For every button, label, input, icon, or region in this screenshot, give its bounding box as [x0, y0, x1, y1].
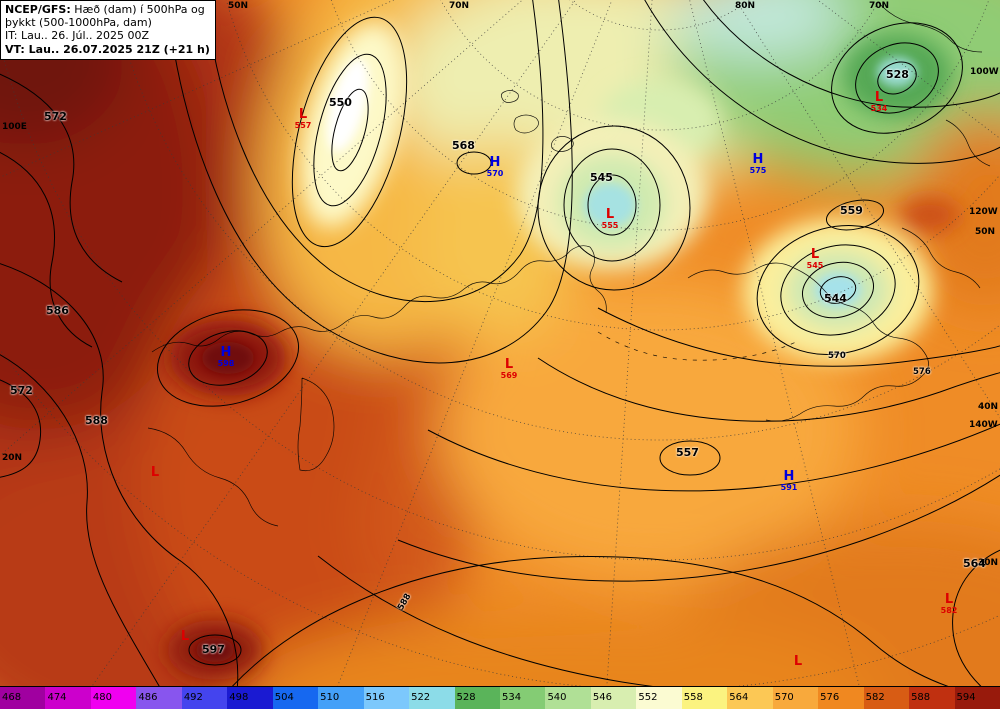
colorbar-cell: 486: [136, 687, 182, 709]
model-name: NCEP/GFS:: [5, 3, 71, 16]
colorbar-cell: 528: [454, 687, 500, 709]
colorbar-cell: 540: [545, 687, 591, 709]
legend-init-time: IT: Lau.. 26. Júl.. 2025 00Z: [5, 29, 150, 43]
map-graphic: [0, 0, 1000, 686]
colorbar-cell: 516: [363, 687, 410, 709]
colorbar-cell: 510: [318, 687, 364, 709]
colorbar-cell: 588: [909, 687, 955, 709]
colorbar-cell: 474: [45, 687, 91, 709]
colorbar-cell: 546: [590, 687, 637, 709]
colorbar-cell: 582: [863, 687, 910, 709]
colorbar-cell: 558: [681, 687, 728, 709]
height-contours: [0, 0, 1000, 686]
colorbar-cell: 570: [772, 687, 819, 709]
thickness-colorbar: 468 474 480 486 492 498 504 510 516 522 528 534 540 5…: [0, 686, 1000, 709]
colorbar-cell: 594: [954, 687, 1000, 709]
colorbar-cell: 468: [0, 687, 46, 709]
map-area: 572 550 568 545 528 559 544 586 572 588 557 564 597 5…: [0, 0, 1000, 686]
colorbar-cell: 522: [409, 687, 455, 709]
colorbar-cell: 576: [818, 687, 864, 709]
legend-title-line1: NCEP/GFS: Hæð (dam) í 500hPa og: [5, 3, 210, 16]
legend-title-text: Hæð (dam) í 500hPa og: [70, 3, 205, 16]
colorbar-cell: 504: [272, 687, 319, 709]
colorbar-cell: 492: [181, 687, 228, 709]
legend-valid-time: VT: Lau.. 26.07.2025 21Z (+21 h): [5, 42, 210, 56]
map-legend: NCEP/GFS: Hæð (dam) í 500hPa og þykkt (5…: [0, 0, 216, 60]
legend-title-line2: þykkt (500-1000hPa, dam): [5, 16, 152, 30]
colorbar-cell: 480: [90, 687, 137, 709]
colorbar-cell: 498: [227, 687, 273, 709]
colorbar-cell: 534: [499, 687, 546, 709]
colorbar-cell: 564: [727, 687, 773, 709]
colorbar-cell: 552: [636, 687, 682, 709]
